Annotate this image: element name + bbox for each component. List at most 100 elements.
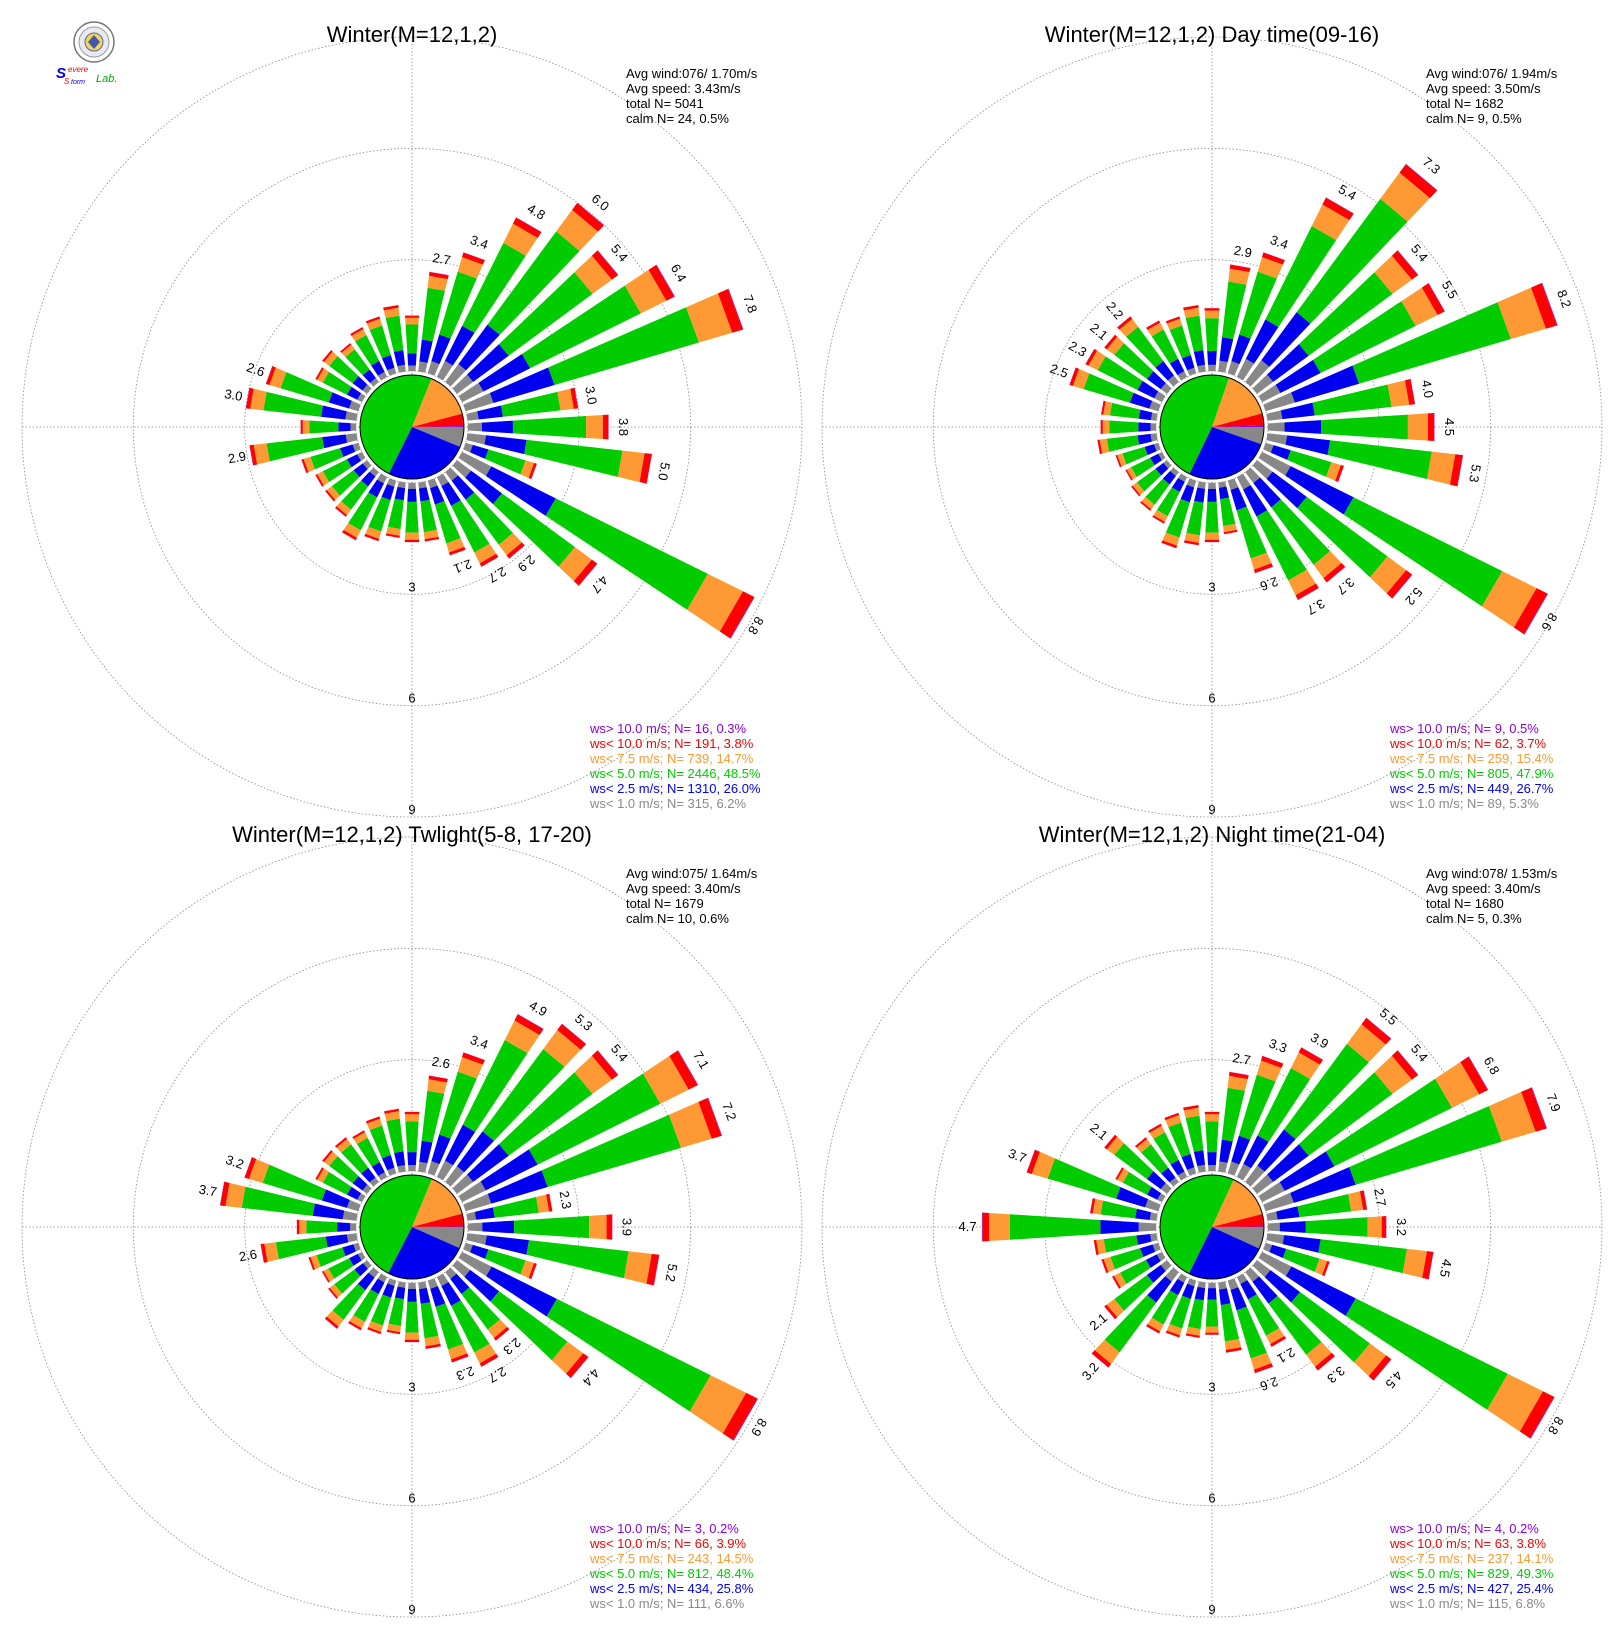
bar-segment (418, 361, 428, 373)
bar-segment (1208, 1165, 1216, 1172)
bar-segment (1141, 496, 1155, 510)
direction-bar (1165, 1278, 1197, 1338)
bar-segment (405, 1121, 419, 1153)
bar-segment (362, 369, 376, 383)
bar-segment (421, 1090, 445, 1143)
bar-total-label: 2.7 (1371, 1187, 1389, 1207)
direction-bar (1089, 1198, 1158, 1221)
bar-segment (1104, 334, 1118, 350)
bar-segment (470, 444, 489, 459)
bar-segment (1187, 1278, 1197, 1287)
bar-segment (387, 1278, 397, 1287)
bar-segment (220, 1181, 230, 1207)
bar-segment (1352, 302, 1511, 384)
bar-segment (357, 393, 366, 403)
bar-segment (467, 1144, 509, 1182)
bar-total-label: 8.2 (1554, 288, 1574, 310)
bar-segment (385, 533, 400, 538)
bar-segment (1117, 316, 1133, 330)
bar-segment (386, 1118, 404, 1153)
bar-segment (1101, 1258, 1109, 1274)
bar-segment (546, 1193, 553, 1212)
bar-total-label: 8.6 (1538, 610, 1560, 633)
bar-segment (1256, 1060, 1282, 1082)
bar-segment (490, 1291, 568, 1361)
bar-segment (1366, 1017, 1392, 1039)
bar-segment (1132, 482, 1145, 496)
bar-segment (353, 1132, 368, 1145)
bar-segment (1254, 566, 1274, 574)
bar-segment (369, 1125, 391, 1159)
bar-segment (1386, 570, 1413, 599)
direction-bar (364, 478, 397, 542)
bar-segment (1218, 486, 1230, 500)
bar-segment (458, 324, 500, 371)
bar-segment (573, 559, 598, 586)
direction-bar: 2.3 (466, 1190, 574, 1221)
bar-segment (492, 1196, 539, 1218)
bar-segment (1270, 445, 1291, 460)
bar-segment (1295, 583, 1319, 600)
bar-segment (1091, 1350, 1112, 1368)
bar-segment (1348, 1191, 1364, 1212)
bar-segment (566, 1353, 589, 1379)
direction-bar (1263, 1242, 1330, 1277)
bar-segment (249, 444, 258, 466)
bar-segment (430, 1286, 446, 1307)
bar-segment (346, 1199, 361, 1212)
bar-segment (357, 1272, 375, 1291)
bar-segment (436, 360, 453, 381)
bar-segment (1363, 1190, 1368, 1210)
bar-segment (1115, 454, 1122, 468)
bar-segment (1104, 1134, 1116, 1148)
severe-storm-lab-seal-icon (73, 21, 115, 63)
bar-segment (315, 367, 323, 380)
bar-segment (501, 391, 561, 417)
bar-segment (423, 529, 439, 540)
ring-label: 9 (1208, 1602, 1215, 1617)
bar-segment (1114, 343, 1154, 379)
bar-segment (982, 1212, 989, 1242)
bar-segment (383, 307, 400, 319)
direction-bar: 3.4 (427, 232, 490, 376)
direction-bar (385, 481, 406, 538)
bar-segment (458, 1181, 486, 1203)
direction-bar (1165, 316, 1197, 376)
direction-bar (334, 1137, 379, 1187)
bar-segment (1116, 1186, 1149, 1208)
bar-segment (250, 388, 267, 411)
bar-segment (353, 1289, 379, 1322)
bar-segment (1150, 453, 1162, 466)
bar-segment (485, 466, 556, 516)
direction-bar (404, 1282, 420, 1343)
bar-segment (418, 481, 427, 489)
bar-total-label: 5.5 (1377, 1005, 1400, 1028)
bar-segment (1262, 252, 1285, 265)
bar-segment (346, 386, 362, 400)
bar-segment (404, 532, 420, 540)
bar-segment (296, 1219, 300, 1235)
direction-bar (321, 1251, 366, 1283)
bar-segment (466, 1211, 477, 1221)
bar-segment (1317, 1356, 1336, 1371)
direction-bar (325, 460, 372, 502)
bar-segment (677, 1050, 699, 1086)
bar-segment (321, 1189, 350, 1208)
bar-segment (1181, 1153, 1195, 1170)
bar-segment (1183, 305, 1199, 311)
bar-total-label: 2.3 (1066, 338, 1089, 360)
bar-segment (1236, 358, 1255, 381)
bar-segment (1312, 384, 1392, 416)
direction-bar (1183, 1104, 1206, 1173)
bar-segment (1149, 1125, 1165, 1139)
bar-segment (1481, 571, 1537, 628)
bar-segment (1169, 1278, 1185, 1296)
bar-segment (1150, 433, 1158, 442)
bar-segment (1266, 1211, 1278, 1221)
legend-entry: ws< 2.5 m/s; N= 434, 25.8% (589, 1581, 754, 1596)
bar-segment (265, 366, 276, 386)
bar-segment (407, 1288, 417, 1302)
direction-bar: 5.4 (452, 1041, 631, 1194)
logo-text-lab: Lab. (96, 73, 117, 85)
bar-segment (353, 1242, 361, 1252)
